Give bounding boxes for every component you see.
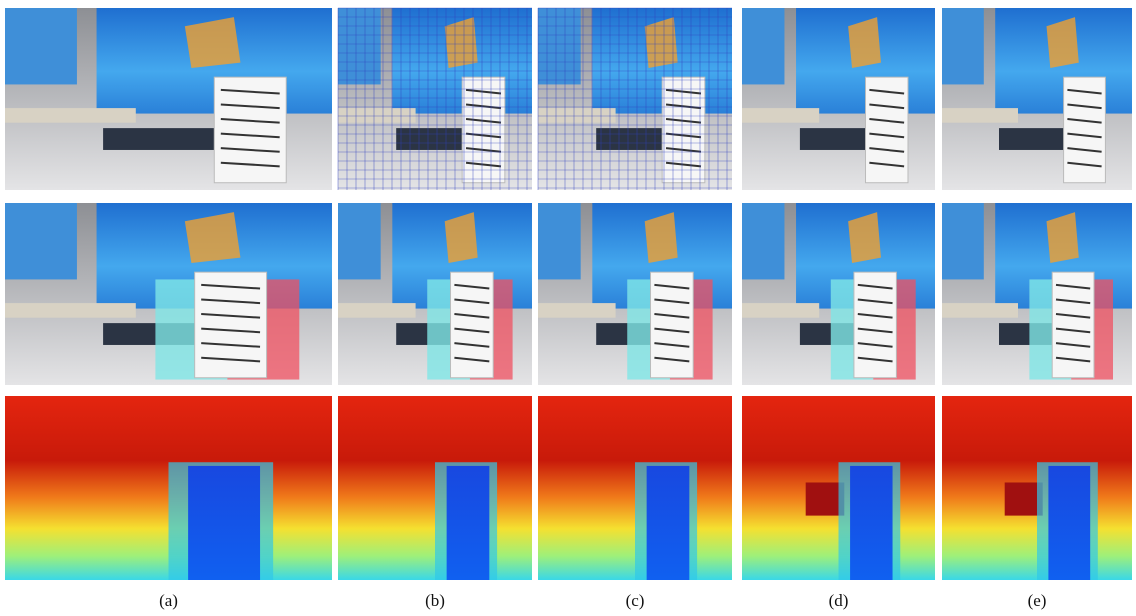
figure-column: (a) [5,8,332,610]
monitor-left [538,203,581,279]
caption: (b) [425,591,445,610]
depth-cup [850,466,892,580]
shelf [942,303,1018,318]
logo [645,212,678,263]
logo [848,17,881,68]
monitor-left [5,203,77,279]
shelf [538,303,616,318]
depth-cup [188,466,260,580]
caption: (a) [159,591,178,610]
monitor-left [742,8,784,84]
page: (a)(b)(c)(d)(e) (() => { const data = JS… [0,0,1136,611]
depth-cup [1048,466,1090,580]
monitor-left [338,203,381,279]
shelf [5,303,136,318]
figure-column: (c) [538,8,732,610]
figure-column: (b) [338,8,532,610]
shelf [338,303,416,318]
caption: (d) [829,591,849,610]
caption: (c) [626,591,645,610]
logo [848,212,881,263]
monitor-left [942,8,984,84]
logo [1047,17,1079,68]
shelf [742,303,819,318]
shelf [5,108,136,123]
figure-column: (d) [742,8,935,610]
monitor-left [942,203,984,279]
logo [445,212,478,263]
monitor-left [742,203,784,279]
monitor-left [5,8,77,84]
logo [185,17,241,68]
logo [1047,212,1079,263]
figure: (a) (b) (c) (d) (e) [0,0,1136,611]
depth-cup [447,466,490,580]
shelf [942,108,1018,123]
logo [185,212,241,263]
figure-column: (e) [942,8,1132,610]
shelf [538,108,616,123]
shelf [338,108,416,123]
caption: (e) [1028,591,1047,610]
shelf [742,108,819,123]
depth-cup [647,466,690,580]
